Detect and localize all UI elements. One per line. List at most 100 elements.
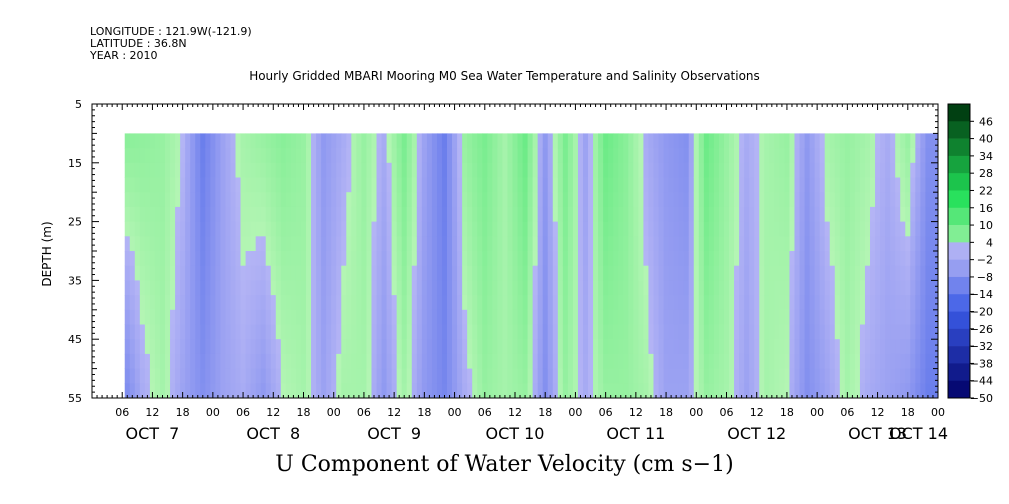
heatmap-cell (275, 251, 282, 267)
heatmap-cell (683, 295, 690, 311)
heatmap-cell (482, 236, 488, 252)
heatmap-cell (401, 192, 408, 208)
heatmap-cell (854, 295, 861, 311)
heatmap-cell (935, 221, 939, 237)
heatmap-cell (849, 295, 856, 311)
heatmap-cell (300, 353, 307, 369)
heatmap-cell (562, 148, 569, 164)
heatmap-cell (844, 309, 851, 325)
heatmap-cell (895, 295, 901, 311)
heatmap-cell (275, 368, 282, 384)
heatmap-cell (648, 368, 654, 384)
heatmap-cell (834, 265, 841, 281)
heatmap-cell (804, 162, 810, 178)
heatmap-cell (759, 192, 765, 208)
heatmap-cell (522, 368, 528, 384)
heatmap-cell (129, 280, 136, 296)
heatmap-cell (527, 295, 534, 311)
heatmap-cell (426, 353, 433, 369)
heatmap-cell (497, 280, 503, 296)
heatmap-cell (210, 309, 216, 325)
heatmap-cell (567, 148, 574, 164)
heatmap-cell (245, 206, 252, 222)
heatmap-cell (618, 206, 624, 222)
heatmap-cell (844, 236, 851, 252)
heatmap-cell (215, 162, 221, 178)
heatmap-cell (250, 148, 257, 164)
heatmap-cell (572, 339, 579, 355)
heatmap-cell (598, 177, 604, 193)
heatmap-cell (175, 265, 181, 281)
heatmap-cell (769, 265, 775, 281)
heatmap-cell (416, 324, 423, 340)
heatmap-cell (895, 177, 901, 193)
heatmap-cell (854, 339, 861, 355)
heatmap-cell (165, 192, 171, 208)
heatmap-cell (875, 177, 881, 193)
heatmap-cell (648, 339, 654, 355)
heatmap-cell (774, 295, 780, 311)
heatmap-cell (431, 206, 438, 222)
heatmap-cell (880, 383, 886, 399)
day-label: OCT 9 (367, 424, 421, 443)
heatmap-cell (376, 162, 382, 178)
heatmap-cell (149, 177, 156, 193)
heatmap-cell (290, 206, 297, 222)
heatmap-cell (376, 339, 382, 355)
heatmap-cell (356, 324, 362, 340)
heatmap-cell (809, 148, 816, 164)
heatmap-cell (235, 162, 241, 178)
heatmap-cell (920, 265, 926, 281)
heatmap-cell (663, 368, 669, 384)
heatmap-cell (376, 295, 382, 311)
heatmap-cell (487, 148, 493, 164)
heatmap-cell (819, 309, 826, 325)
heatmap-cell (250, 309, 257, 325)
heatmap-cell (829, 206, 836, 222)
heatmap-cell (598, 236, 604, 252)
heatmap-cell (381, 177, 387, 193)
heatmap-cell (849, 162, 856, 178)
heatmap-cell (895, 251, 901, 267)
heatmap-cell (195, 236, 201, 252)
heatmap-cell (356, 353, 362, 369)
heatmap-cell (754, 162, 760, 178)
heatmap-cell (124, 353, 131, 369)
heatmap-cell (552, 265, 559, 281)
heatmap-cell (250, 177, 257, 193)
heatmap-cell (613, 265, 619, 281)
heatmap-cell (472, 162, 478, 178)
heatmap-cell (734, 206, 740, 222)
heatmap-cell (300, 339, 307, 355)
heatmap-cell (467, 280, 473, 296)
heatmap-cell (190, 148, 196, 164)
heatmap-cell (452, 280, 458, 296)
heatmap-cell (431, 339, 438, 355)
heatmap-cell (885, 192, 891, 208)
heatmap-cell (200, 236, 206, 252)
heatmap-cell (633, 309, 639, 325)
heatmap-cell (351, 295, 357, 311)
heatmap-cell (754, 280, 760, 296)
heatmap-cell (190, 368, 196, 384)
heatmap-cell (839, 236, 846, 252)
heatmap-cell (255, 162, 262, 178)
heatmap-cell (346, 265, 352, 281)
heatmap-cell (537, 148, 544, 164)
heatmap-cell (507, 221, 513, 237)
heatmap-cell (910, 265, 916, 281)
heatmap-cell (582, 280, 589, 296)
heatmap-cell (859, 280, 866, 296)
heatmap-cell (462, 192, 468, 208)
heatmap-cell (321, 353, 327, 369)
heatmap-cell (582, 206, 589, 222)
heatmap-cell (870, 148, 876, 164)
heatmap-cell (663, 177, 669, 193)
heatmap-cell (527, 280, 534, 296)
heatmap-cell (306, 353, 312, 369)
heatmap-cell (517, 368, 523, 384)
heatmap-cell (290, 133, 297, 149)
heatmap-cell (180, 162, 186, 178)
heatmap-cell (341, 309, 347, 325)
heatmap-cell (582, 162, 589, 178)
